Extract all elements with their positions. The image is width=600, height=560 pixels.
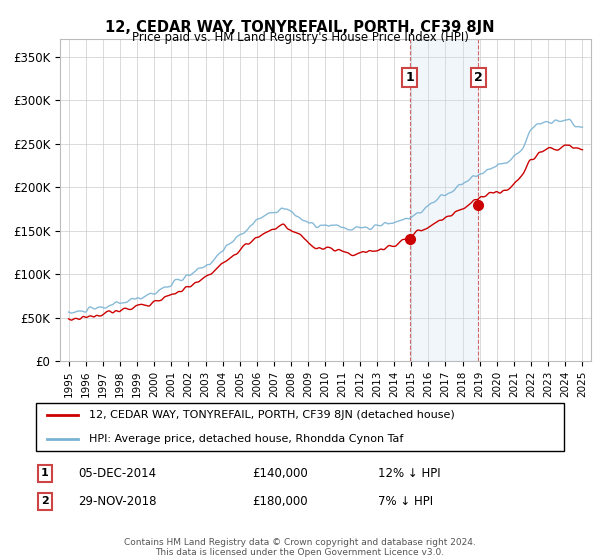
Text: 7% ↓ HPI: 7% ↓ HPI xyxy=(378,494,433,508)
Bar xyxy=(410,39,478,361)
Text: 05-DEC-2014: 05-DEC-2014 xyxy=(78,466,156,480)
Text: 1: 1 xyxy=(406,71,414,85)
Text: 2: 2 xyxy=(474,71,482,85)
Text: Price paid vs. HM Land Registry's House Price Index (HPI): Price paid vs. HM Land Registry's House … xyxy=(131,31,469,44)
Text: 1: 1 xyxy=(41,468,49,478)
Text: £140,000: £140,000 xyxy=(252,466,308,480)
Text: 12% ↓ HPI: 12% ↓ HPI xyxy=(378,466,440,480)
Text: £180,000: £180,000 xyxy=(252,494,308,508)
Text: Contains HM Land Registry data © Crown copyright and database right 2024.
This d: Contains HM Land Registry data © Crown c… xyxy=(124,538,476,557)
Text: HPI: Average price, detached house, Rhondda Cynon Taf: HPI: Average price, detached house, Rhon… xyxy=(89,434,403,444)
Text: 2: 2 xyxy=(41,496,49,506)
FancyBboxPatch shape xyxy=(36,403,564,451)
Text: 29-NOV-2018: 29-NOV-2018 xyxy=(78,494,157,508)
Text: 12, CEDAR WAY, TONYREFAIL, PORTH, CF39 8JN (detached house): 12, CEDAR WAY, TONYREFAIL, PORTH, CF39 8… xyxy=(89,410,455,420)
Text: 12, CEDAR WAY, TONYREFAIL, PORTH, CF39 8JN: 12, CEDAR WAY, TONYREFAIL, PORTH, CF39 8… xyxy=(105,20,495,35)
